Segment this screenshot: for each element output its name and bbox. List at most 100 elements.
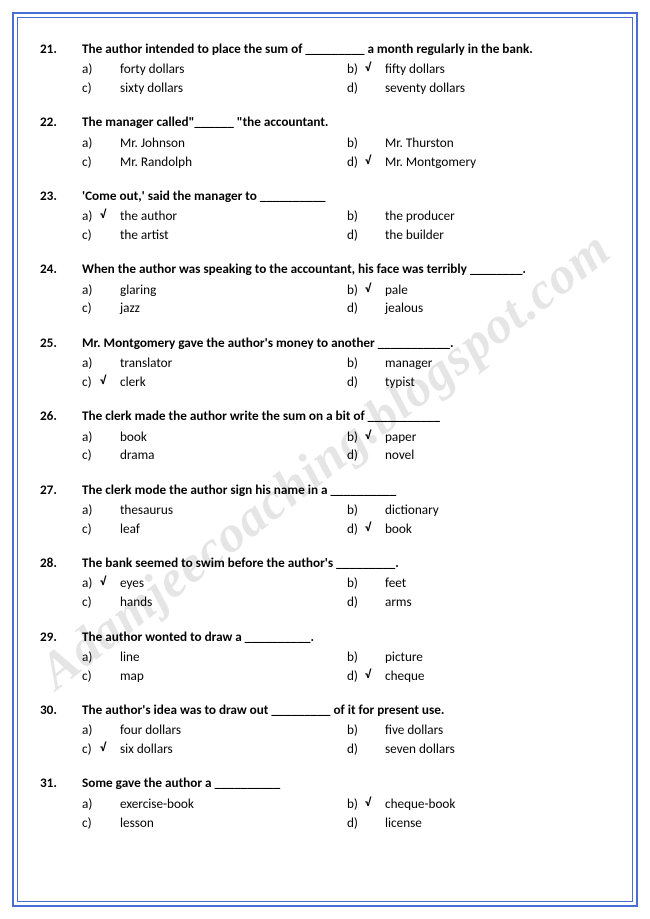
question-number: 31. [40, 774, 82, 831]
option-letter: d) [347, 446, 365, 464]
option-text: book [385, 520, 412, 538]
check-icon: √ [365, 795, 371, 813]
option: d)jealous [347, 299, 604, 318]
question-body: Mr. Montgomery gave the author's money t… [82, 334, 604, 391]
option-text: five dollars [385, 721, 443, 739]
option: b)√paper [347, 427, 604, 446]
option: d)the builder [347, 226, 604, 245]
option-letter: d) [347, 299, 365, 317]
option-letter: b) [347, 134, 365, 152]
option-label: b)√ [347, 428, 385, 446]
option-letter: d) [347, 153, 365, 171]
option: b)feet [347, 574, 604, 593]
option: d)typist [347, 372, 604, 391]
option-label: d) [347, 373, 385, 391]
question-text: The bank seemed to swim before the autho… [82, 554, 604, 572]
option-label: b)√ [347, 60, 385, 78]
option-text: sixty dollars [120, 79, 183, 97]
question-spacer [40, 321, 604, 334]
option-label: d) [347, 226, 385, 244]
option-letter: c) [82, 814, 100, 832]
option-letter: b) [347, 501, 365, 519]
option: c)the artist [82, 226, 339, 245]
option-text: Mr. Randolph [120, 153, 192, 171]
options-grid: a)forty dollarsb)√fifty dollarsc)sixty d… [82, 60, 604, 98]
question-text: The manager called"______ "the accountan… [82, 113, 604, 131]
option: c)jazz [82, 299, 339, 318]
option-text: the artist [120, 226, 169, 244]
option-label: b) [347, 501, 385, 519]
option: d)arms [347, 593, 604, 612]
option: b)picture [347, 647, 604, 666]
question-number: 26. [40, 407, 82, 464]
option-text: dictionary [385, 501, 439, 519]
question-text: Mr. Montgomery gave the author's money t… [82, 334, 604, 352]
option-label: b) [347, 207, 385, 225]
option-letter: d) [347, 740, 365, 758]
option-text: picture [385, 648, 423, 666]
question-number: 22. [40, 113, 82, 170]
option: b)Mr. Thurston [347, 133, 604, 152]
option-label: a) [82, 428, 120, 446]
options-grid: a)bookb)√paperc)dramad)novel [82, 427, 604, 465]
option-text: glaring [120, 281, 156, 299]
check-icon: √ [365, 667, 371, 685]
option: d) novel [347, 446, 604, 465]
option-letter: c) [82, 373, 100, 391]
question-number: 25. [40, 334, 82, 391]
option-text: line [120, 648, 140, 666]
option-letter: a) [82, 281, 100, 299]
question-text: The clerk mode the author sign his name … [82, 481, 604, 499]
question: 28.The bank seemed to swim before the au… [40, 554, 604, 611]
option-letter: a) [82, 574, 100, 592]
option-text: cheque [385, 667, 425, 685]
option-letter: b) [347, 207, 365, 225]
option-label: a) [82, 281, 120, 299]
inner-border: Adamjeecoaching.blogspot.com 21.The auth… [17, 17, 633, 902]
option: b)manager [347, 354, 604, 373]
question: 22.The manager called"______ "the accoun… [40, 113, 604, 170]
option-text: seven dollars [385, 740, 455, 758]
option-text: feet [385, 574, 406, 592]
options-grid: a)√the authorb)the producerc)the artistd… [82, 207, 604, 245]
option-letter: a) [82, 795, 100, 813]
option-label: c)√ [82, 373, 120, 391]
question-number: 29. [40, 628, 82, 685]
question-body: The author intended to place the sum of … [82, 40, 604, 97]
option-label: c) [82, 520, 120, 538]
option-label: d)√ [347, 153, 385, 171]
option-text: the builder [385, 226, 444, 244]
question-body: The author wonted to draw a __________.a… [82, 628, 604, 685]
option: b)√pale [347, 280, 604, 299]
option-text: eyes [120, 574, 144, 592]
option: a)forty dollars [82, 60, 339, 79]
option: a)thesaurus [82, 500, 339, 519]
option-text: the author [120, 207, 177, 225]
option-letter: a) [82, 207, 100, 225]
option-text: pale [385, 281, 408, 299]
question-body: The clerk mode the author sign his name … [82, 481, 604, 538]
option-label: b) [347, 721, 385, 739]
question-text: When the author was speaking to the acco… [82, 260, 604, 278]
question-text: The author intended to place the sum of … [82, 40, 604, 58]
option-text: novel [385, 446, 414, 464]
option-letter: c) [82, 153, 100, 171]
option-label: b) [347, 354, 385, 372]
option-letter: b) [347, 60, 365, 78]
option-label: d) [347, 814, 385, 832]
option-label: c) [82, 153, 120, 171]
question-number: 27. [40, 481, 82, 538]
option-text: thesaurus [120, 501, 173, 519]
option: b)the producer [347, 207, 604, 226]
question-text: Some gave the author a __________ [82, 774, 604, 792]
check-icon: √ [100, 207, 106, 225]
question-spacer [40, 688, 604, 701]
question-text: The clerk made the author write the sum … [82, 407, 604, 425]
question: 27.The clerk mode the author sign his na… [40, 481, 604, 538]
check-icon: √ [100, 740, 106, 758]
question-text: 'Come out,' said the manager to ________… [82, 187, 604, 205]
option-label: c) [82, 814, 120, 832]
option: d)√Mr. Montgomery [347, 152, 604, 171]
option-text: Mr. Johnson [120, 134, 185, 152]
option-label: a)√ [82, 207, 120, 225]
